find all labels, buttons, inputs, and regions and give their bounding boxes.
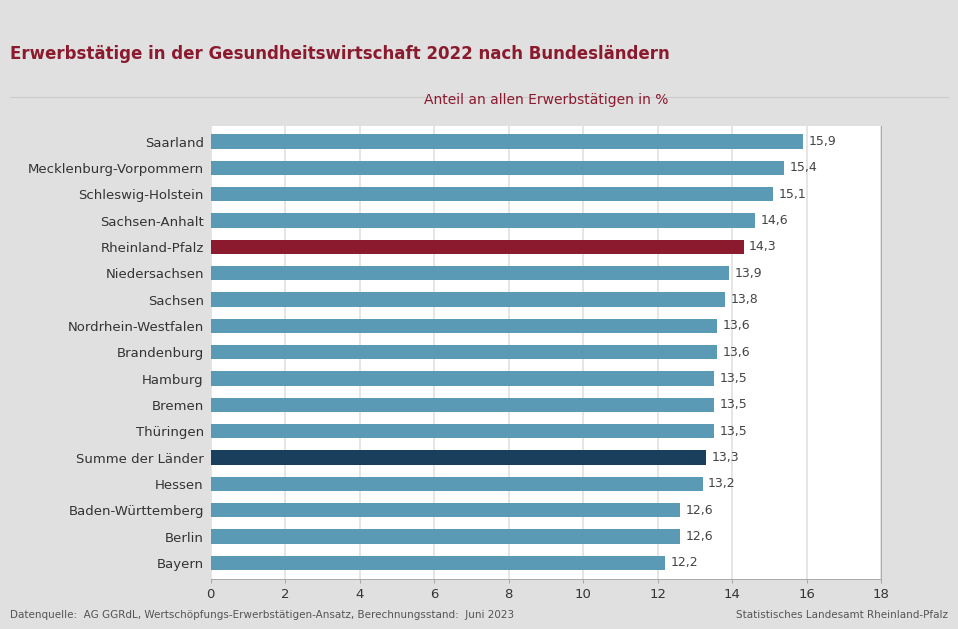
- Text: 15,9: 15,9: [809, 135, 836, 148]
- Text: 13,6: 13,6: [723, 320, 751, 332]
- Bar: [211, 530, 680, 544]
- Text: 13,2: 13,2: [708, 477, 736, 491]
- Text: 12,6: 12,6: [686, 504, 714, 516]
- Bar: [211, 213, 755, 228]
- Text: 14,6: 14,6: [761, 214, 787, 227]
- Text: Statistisches Landesamt Rheinland-Pfalz: Statistisches Landesamt Rheinland-Pfalz: [737, 610, 948, 620]
- Bar: [211, 424, 714, 438]
- Text: 13,8: 13,8: [730, 293, 758, 306]
- Bar: [211, 555, 665, 570]
- Text: 13,9: 13,9: [734, 267, 762, 280]
- Bar: [211, 160, 785, 175]
- Bar: [211, 503, 680, 518]
- Bar: [211, 240, 743, 254]
- Bar: [211, 371, 714, 386]
- Bar: [211, 187, 773, 201]
- Bar: [211, 135, 803, 149]
- Bar: [211, 266, 729, 281]
- Bar: [211, 319, 718, 333]
- Bar: [211, 292, 725, 307]
- Bar: [211, 345, 718, 360]
- Text: 15,1: 15,1: [779, 188, 807, 201]
- Text: 12,2: 12,2: [671, 557, 698, 569]
- Text: Anteil an allen Erwerbstätigen in %: Anteil an allen Erwerbstätigen in %: [423, 93, 669, 107]
- Text: 13,3: 13,3: [712, 451, 740, 464]
- Text: Erwerbstätige in der Gesundheitswirtschaft 2022 nach Bundesländern: Erwerbstätige in der Gesundheitswirtscha…: [10, 45, 670, 63]
- Text: 13,5: 13,5: [719, 372, 747, 385]
- Text: 15,4: 15,4: [790, 162, 818, 174]
- Text: 12,6: 12,6: [686, 530, 714, 543]
- Text: 13,5: 13,5: [719, 398, 747, 411]
- Bar: [211, 398, 714, 412]
- Bar: [211, 477, 702, 491]
- Bar: [211, 450, 706, 465]
- Text: 13,5: 13,5: [719, 425, 747, 438]
- Text: Datenquelle:  AG GGRdL, Wertschöpfungs-Erwerbstätigen-Ansatz, Berechnungsstand: : Datenquelle: AG GGRdL, Wertschöpfungs-Er…: [10, 610, 513, 620]
- Text: 14,3: 14,3: [749, 240, 777, 253]
- Text: 13,6: 13,6: [723, 346, 751, 359]
